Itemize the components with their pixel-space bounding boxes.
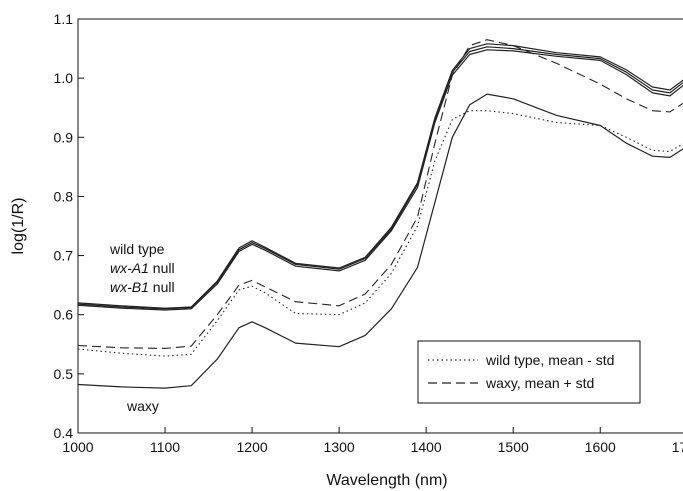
- y-tick-label: 0.4: [54, 425, 74, 441]
- series-line-0: [77, 46, 683, 310]
- y-tick-label: 0.9: [54, 129, 74, 145]
- annotation-wx-a1-null: wx-A1 null: [110, 260, 175, 276]
- y-tick-label: 1.1: [54, 11, 74, 27]
- x-tick-layer: 1000 1100 1200 1300 1400 1500 1600 1700: [62, 427, 683, 455]
- x-tick-label: 1200: [237, 439, 268, 455]
- annotation-wild-type: wild type: [109, 241, 165, 257]
- y-tick-label: 0.7: [54, 248, 74, 264]
- x-axis-title: Wavelength (nm): [326, 472, 447, 489]
- x-tick-label: 1500: [498, 439, 529, 455]
- series-line-4: [77, 110, 683, 357]
- legend-label: wild type, mean - std: [485, 352, 614, 368]
- y-tick-label: 1.0: [54, 70, 74, 86]
- plot-frame: [77, 18, 683, 434]
- x-tick-label: 1400: [411, 439, 442, 455]
- x-tick-label: 1300: [324, 439, 355, 455]
- series-line-2: [77, 43, 683, 309]
- legend-box: [417, 340, 641, 404]
- x-tick-label: 1000: [62, 439, 93, 455]
- series-line-1: [77, 49, 683, 311]
- annotation-wx-b1-null: wx-B1 null: [110, 279, 175, 295]
- series-line-3: [77, 93, 683, 389]
- y-tick-label: 0.5: [54, 366, 74, 382]
- curve-layer: [77, 39, 683, 389]
- series-line-5: [77, 39, 683, 349]
- legend-label: waxy, mean + std: [485, 375, 594, 391]
- x-tick-label: 1700: [672, 439, 683, 455]
- y-axis-title: log(1/R): [10, 198, 27, 255]
- y-tick-label: 0.8: [54, 188, 74, 204]
- y-tick-layer: 0.4 0.5 0.6 0.7 0.8 0.9 1.0 1.1: [54, 11, 84, 441]
- y-tick-label: 0.6: [54, 307, 74, 323]
- annotation-waxy: waxy: [126, 398, 159, 414]
- annotation-layer: wild type wx-A1 null wx-B1 null waxy: [109, 241, 175, 414]
- x-tick-label: 1600: [585, 439, 616, 455]
- x-tick-label: 1100: [150, 439, 180, 455]
- legend: wild type, mean - std waxy, mean + std: [417, 340, 641, 404]
